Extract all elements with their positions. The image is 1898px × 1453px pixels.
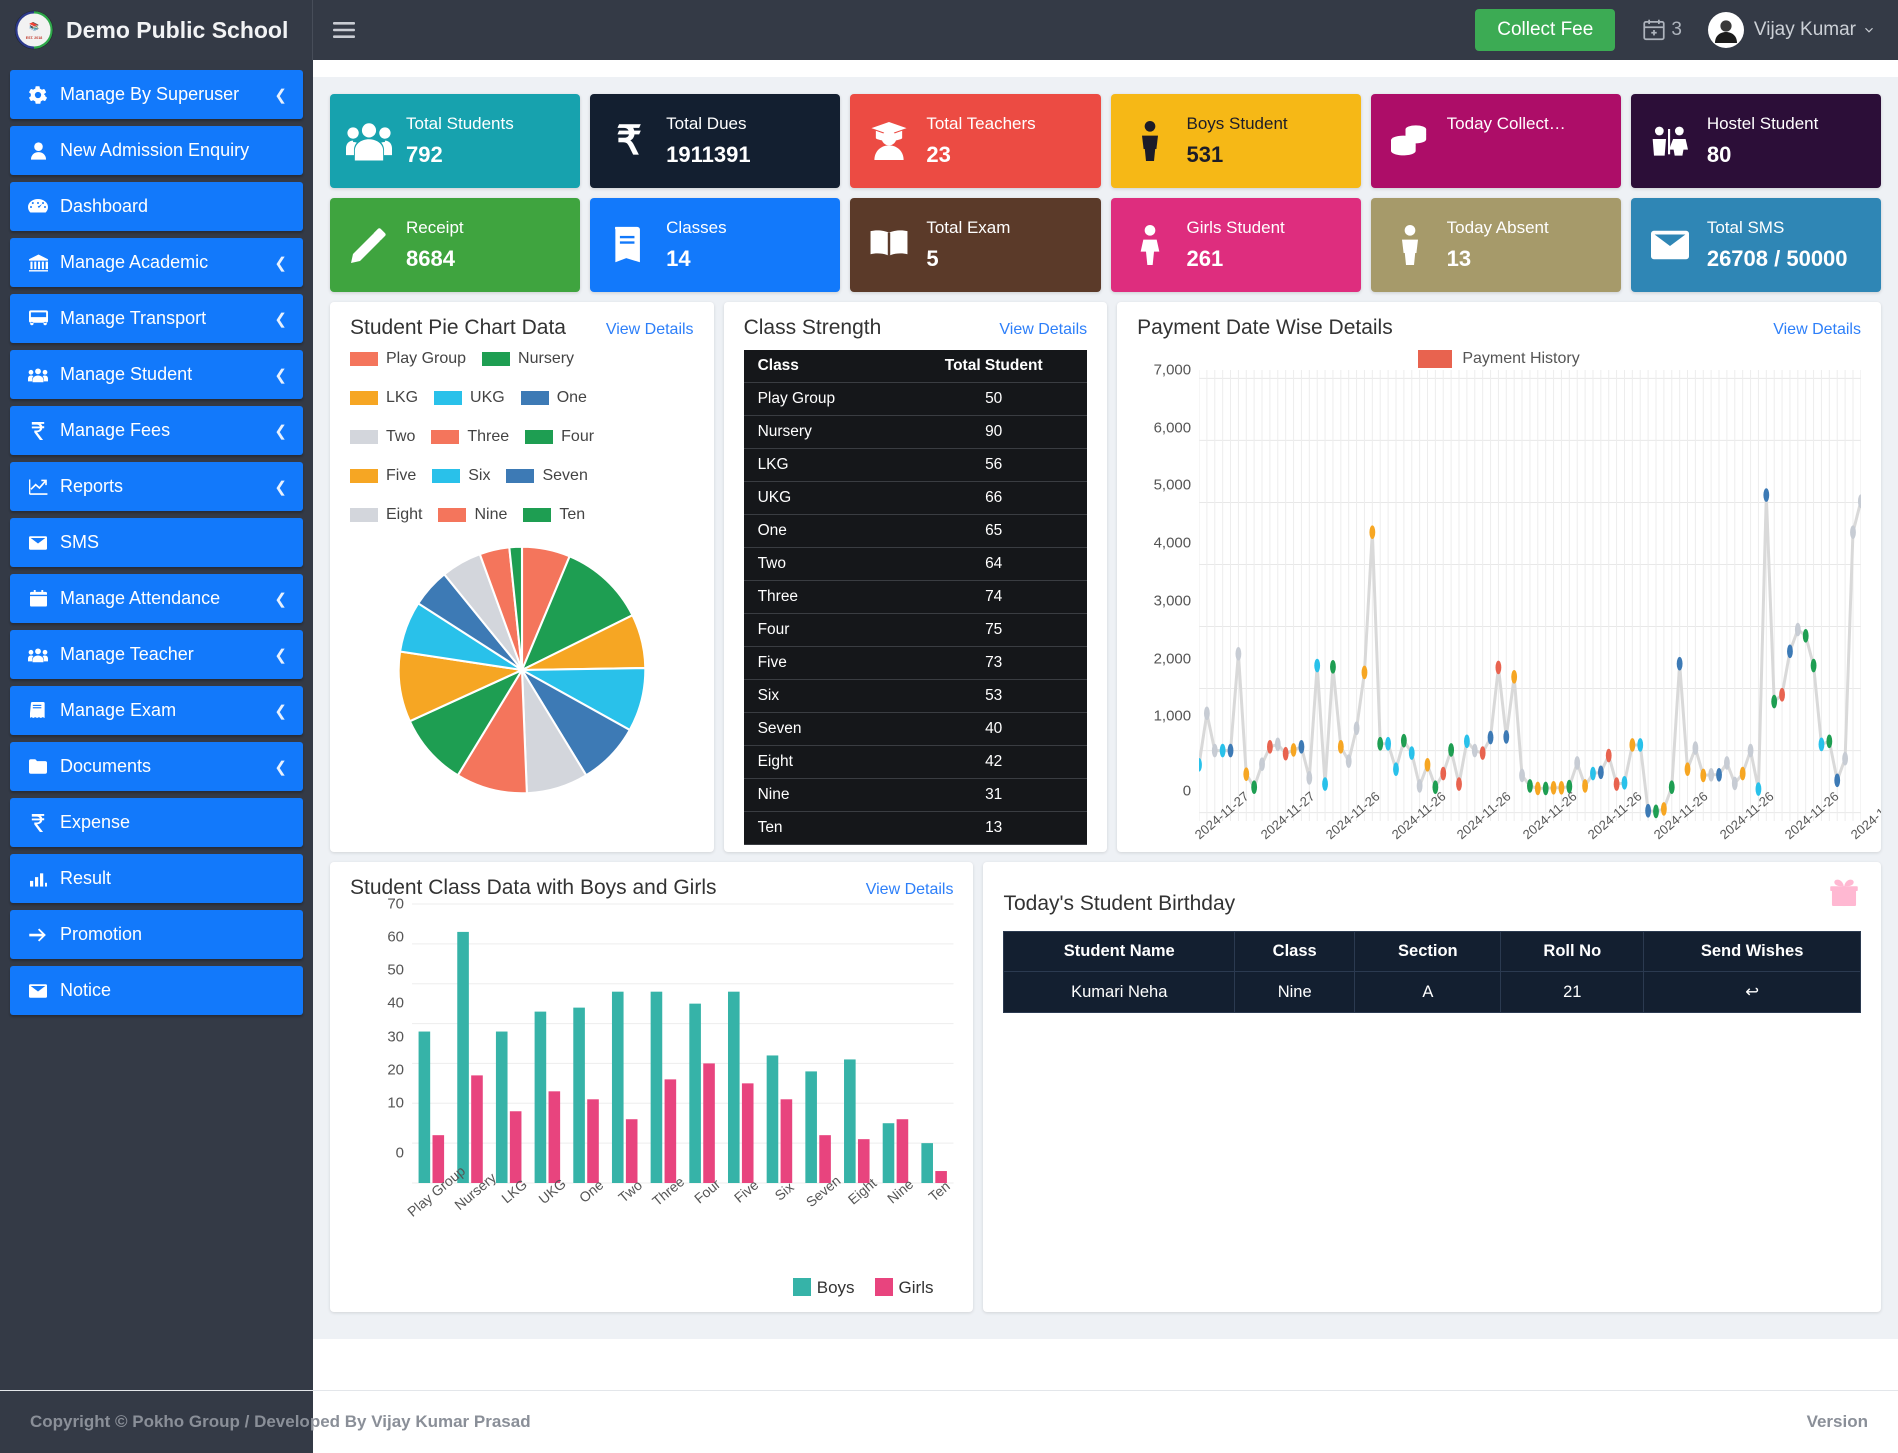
svg-text:📚: 📚 [29, 22, 39, 31]
svg-text:EST. 2018: EST. 2018 [26, 36, 43, 40]
